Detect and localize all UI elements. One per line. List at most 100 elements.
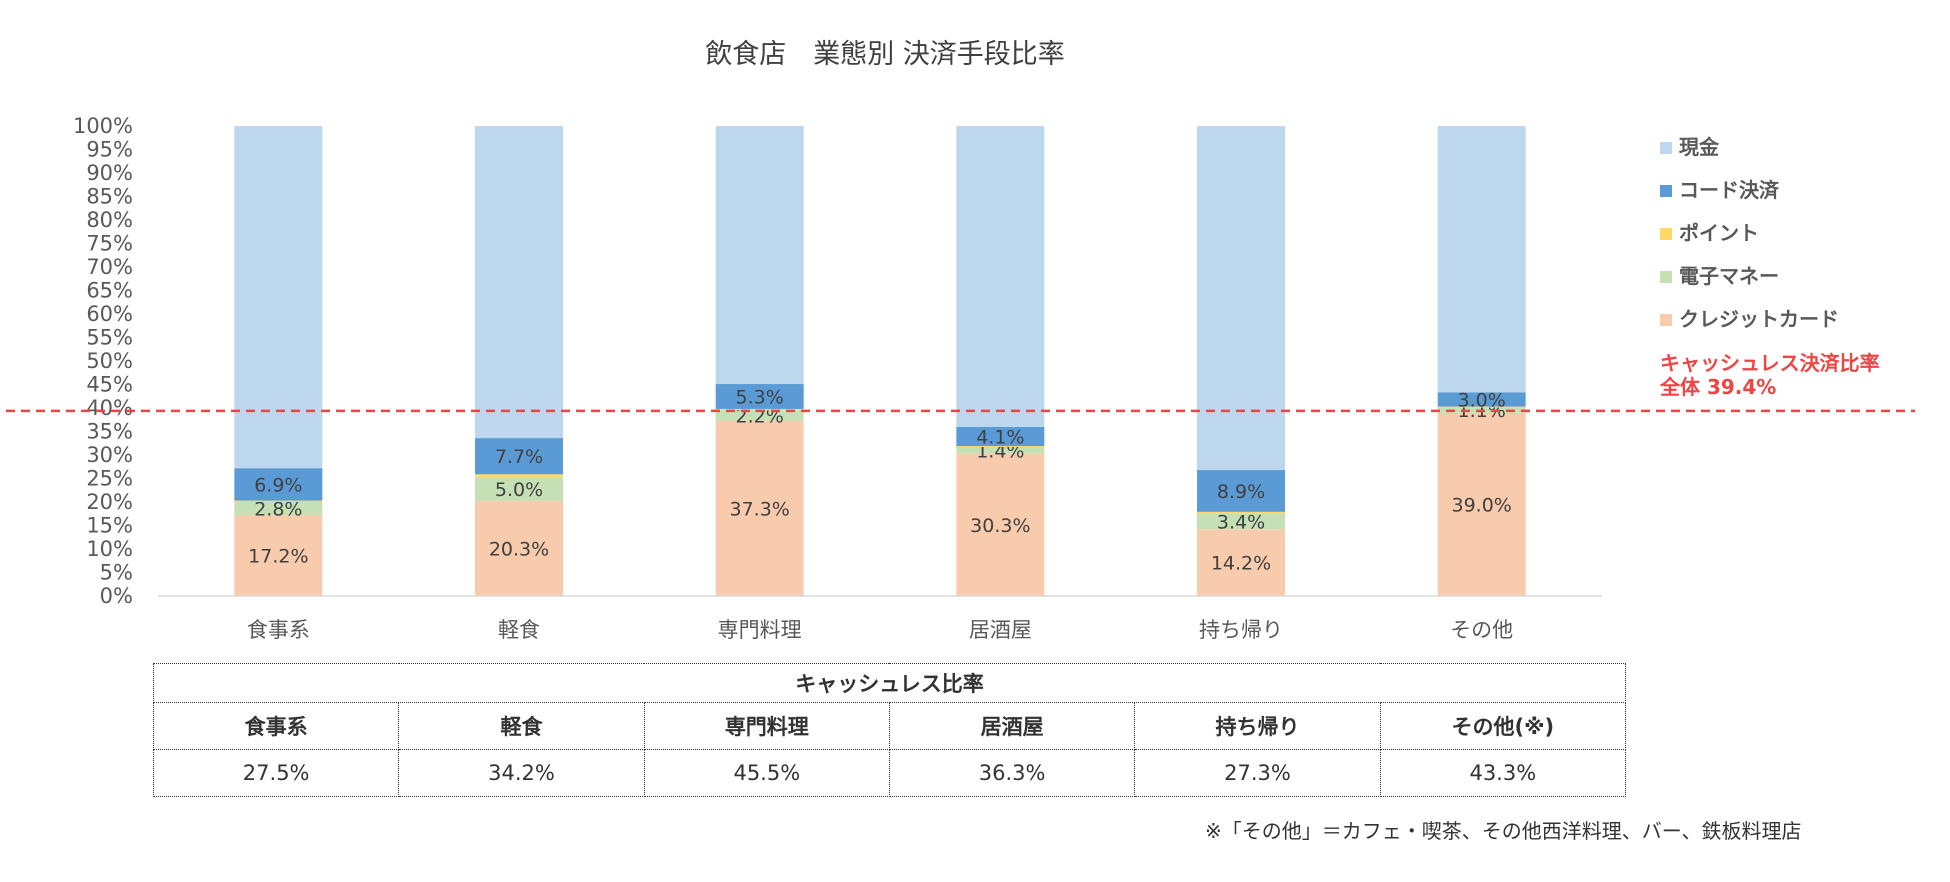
bar-segment [475, 474, 563, 478]
legend-label: 電子マネー [1679, 264, 1779, 288]
data-label: 37.3% [729, 498, 789, 520]
bar-segment [1197, 511, 1285, 514]
y-tick-label: 35% [86, 420, 133, 444]
x-axis: 食事系 軽食 専門料理 居酒屋 持ち帰り その他 [247, 618, 1513, 642]
y-tick-label: 90% [86, 161, 133, 185]
bar-segment [234, 126, 323, 469]
table-value-cell: 27.5% [152, 749, 400, 797]
data-label: 3.4% [1217, 511, 1265, 533]
legend-swatch [1660, 314, 1672, 326]
y-tick-label: 20% [86, 490, 133, 514]
bars-group: 17.2%2.8%6.9%20.3%5.0%7.7%37.3%2.2%5.3%3… [234, 126, 1526, 596]
table-value-cell: 34.2% [398, 749, 645, 797]
legend-swatch [1660, 142, 1672, 154]
legend-swatch [1660, 228, 1672, 240]
bar-segment [1197, 126, 1285, 471]
y-tick-label: 65% [86, 279, 133, 303]
y-axis: 0%5%10%15%20%25%30%35%40%45%50%55%60%65%… [73, 114, 133, 608]
table-header-cell: 専門料理 [643, 702, 890, 750]
data-label: 39.0% [1451, 494, 1511, 516]
y-tick-label: 40% [86, 396, 133, 420]
bar-segment [715, 126, 804, 385]
bar-segment [956, 126, 1045, 427]
y-tick-label: 10% [86, 537, 133, 561]
data-label: 5.3% [736, 386, 784, 408]
table-header-cell: その他(※) [1379, 702, 1627, 750]
bar-segment [1197, 513, 1285, 530]
footnote: ※「その他」＝カフェ・喫茶、その他西洋料理、バー、鉄板料理店 [1205, 819, 1802, 843]
y-tick-label: 30% [86, 443, 133, 467]
x-tick-label: 居酒屋 [969, 618, 1032, 642]
bar-segment [956, 453, 1045, 596]
bar-segment [1437, 406, 1526, 408]
y-tick-label: 25% [86, 467, 133, 491]
x-tick-label: 食事系 [247, 618, 310, 642]
y-tick-label: 0% [100, 584, 133, 608]
y-tick-label: 55% [86, 326, 133, 350]
data-label: 8.9% [1217, 481, 1265, 503]
y-tick-label: 80% [86, 208, 133, 232]
data-label: 3.0% [1458, 390, 1506, 412]
y-tick-label: 60% [86, 302, 133, 326]
x-tick-label: 専門料理 [718, 618, 802, 642]
bar-segment [1437, 412, 1526, 596]
y-tick-label: 5% [100, 561, 133, 585]
data-label: 14.2% [1211, 553, 1271, 575]
table-value-cell: 43.3% [1379, 749, 1627, 797]
bar-segment [956, 426, 1045, 447]
bar-segment [1197, 470, 1285, 512]
legend-swatch [1660, 271, 1672, 283]
x-tick-label: その他 [1450, 618, 1513, 642]
data-label: 30.3% [970, 515, 1030, 537]
chart-title: 飲食店 業態別 決済手段比率 [705, 39, 1065, 70]
table-header-cell: 軽食 [398, 702, 645, 750]
data-label: 5.0% [495, 479, 543, 501]
stacked-bar-chart: 飲食店 業態別 決済手段比率 0%5%10%15%20%25%30%35%40%… [6, 39, 1915, 642]
table-header-cell: 居酒屋 [888, 702, 1136, 750]
bar-segment [475, 500, 563, 596]
data-label: 7.7% [495, 446, 543, 468]
bar-segment [715, 420, 804, 596]
y-tick-label: 50% [86, 349, 133, 373]
table-value-cell: 45.5% [643, 749, 890, 797]
bar-segment [234, 468, 323, 501]
table-caption: キャッシュレス比率 [153, 663, 1626, 703]
x-tick-label: 軽食 [498, 618, 540, 642]
reference-label-line2: 全体 39.4% [1659, 375, 1776, 399]
bar-segment [234, 500, 323, 502]
bar-segment [1197, 529, 1285, 596]
cashless-ratio-table: キャッシュレス比率 食事系 軽食 専門料理 居酒屋 持ち帰り その他(※) 27… [152, 663, 1627, 797]
bar-segment [475, 477, 563, 501]
bar-segment [1437, 126, 1526, 393]
data-label: 17.2% [248, 546, 308, 568]
y-tick-label: 15% [86, 514, 133, 538]
y-tick-label: 75% [86, 232, 133, 256]
bar-segment [475, 438, 563, 475]
reference-label-line1: キャッシュレス決済比率 [1660, 351, 1880, 375]
table-header-cell: 持ち帰り [1134, 702, 1381, 750]
y-tick-label: 45% [86, 373, 133, 397]
table-value-cell: 36.3% [888, 749, 1136, 797]
bar-segment [715, 384, 804, 409]
bar-segment [1437, 392, 1526, 407]
bar-segment [234, 502, 323, 516]
legend-label: コード決済 [1679, 178, 1780, 202]
y-tick-label: 100% [73, 114, 133, 138]
data-label: 4.1% [976, 426, 1024, 448]
bar-segment [715, 410, 804, 421]
y-tick-label: 70% [86, 255, 133, 279]
data-label: 2.8% [254, 499, 302, 521]
bar-segment [475, 126, 563, 439]
legend-label: 現金 [1679, 135, 1720, 159]
data-label: 20.3% [489, 538, 549, 560]
data-label: 6.9% [254, 474, 302, 496]
y-tick-label: 85% [86, 185, 133, 209]
bar-segment [956, 447, 1045, 454]
y-tick-label: 95% [86, 138, 133, 162]
legend-label: ポイント [1679, 221, 1759, 245]
x-tick-label: 持ち帰り [1199, 618, 1283, 642]
legend-swatch [1660, 185, 1672, 197]
table-value-cell: 27.3% [1134, 749, 1381, 797]
table-header-cell: 食事系 [152, 702, 400, 750]
